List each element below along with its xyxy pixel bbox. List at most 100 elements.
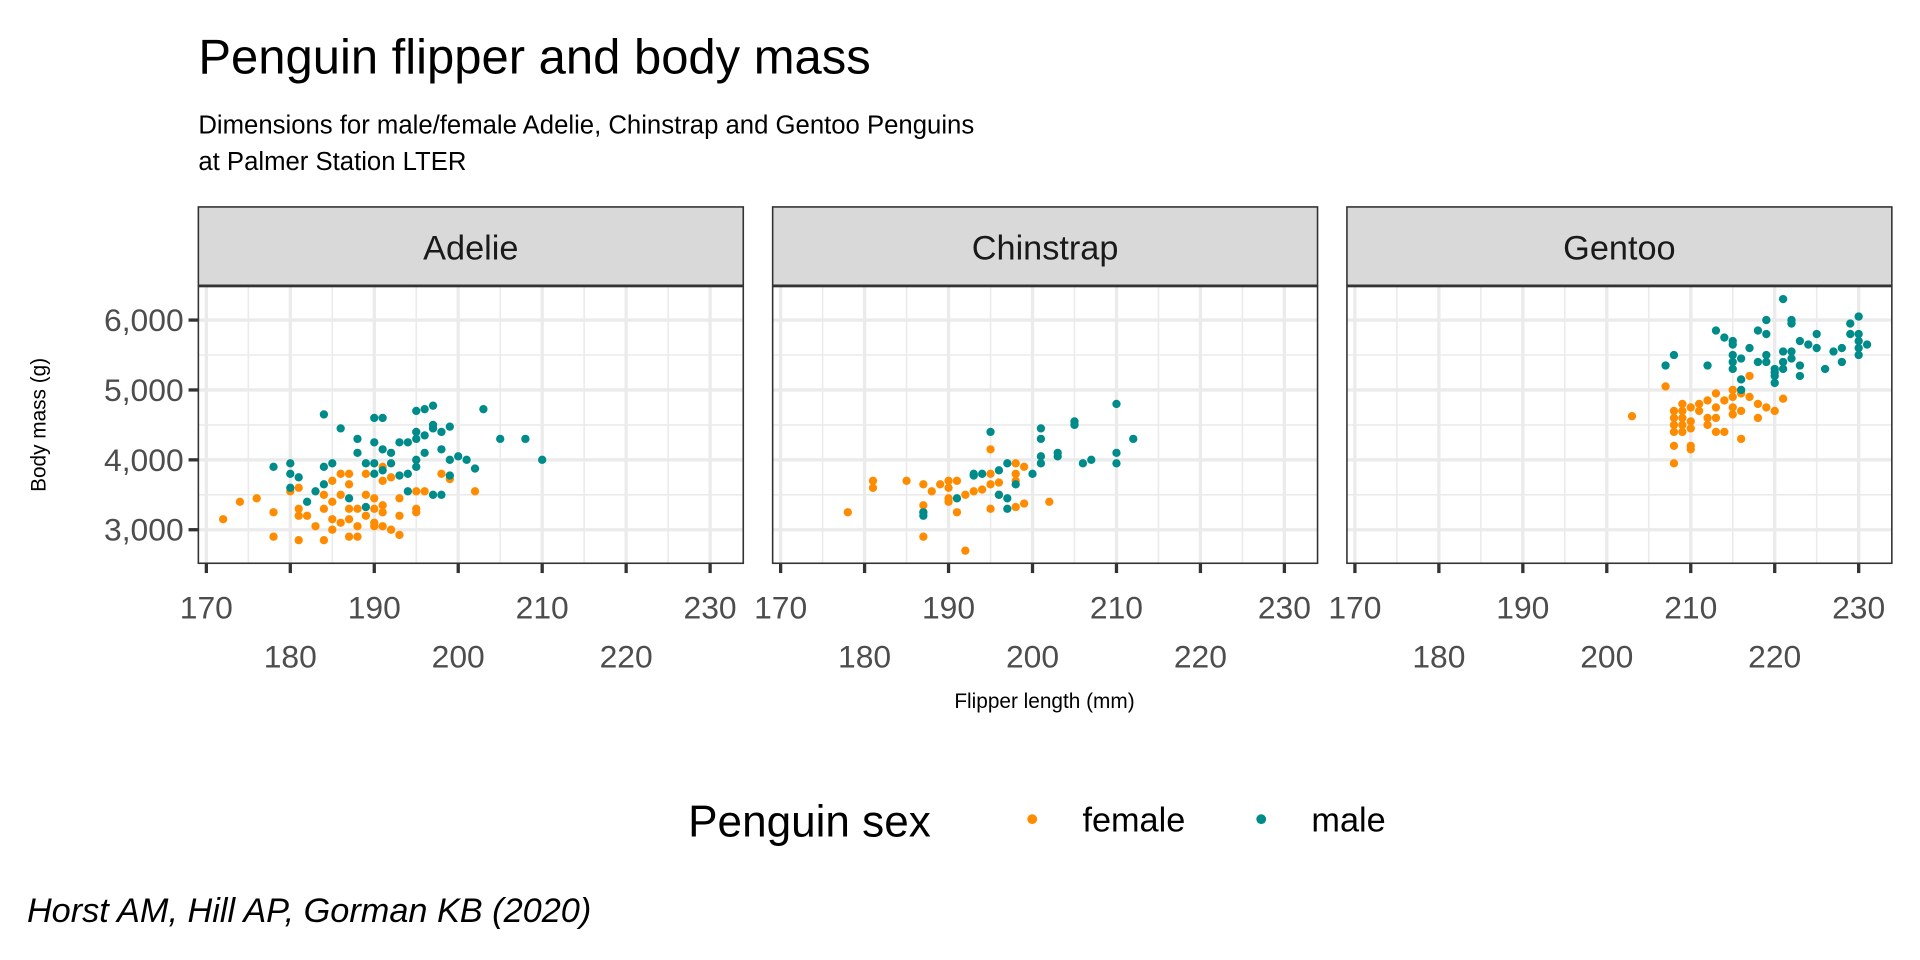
data-point-female — [1011, 459, 1020, 468]
data-point-female — [1011, 469, 1020, 478]
data-point-male — [1854, 312, 1863, 321]
data-point-female — [1669, 420, 1679, 430]
data-point-female — [328, 497, 337, 506]
data-point-male — [1036, 424, 1046, 433]
data-point-male — [344, 494, 354, 503]
data-point-female — [1686, 417, 1695, 426]
data-point-female — [1019, 499, 1029, 508]
data-point-male — [1753, 357, 1763, 367]
y-tick-label: 3,000 — [104, 512, 184, 548]
data-point-female — [370, 494, 379, 503]
data-point-female — [1711, 413, 1721, 423]
data-point-female — [952, 476, 962, 485]
data-point-male — [370, 438, 379, 447]
x-tick-label: 200 — [1580, 638, 1633, 674]
data-point-male — [1787, 319, 1796, 328]
data-point-male — [1762, 350, 1771, 360]
data-point-male — [319, 480, 329, 489]
data-point-male — [1036, 434, 1046, 444]
data-point-male — [1778, 364, 1788, 374]
data-point-male — [1669, 350, 1679, 360]
data-point-male — [1036, 452, 1046, 461]
data-point-female — [378, 522, 387, 531]
data-point-male — [969, 469, 978, 478]
data-point-male — [1846, 319, 1855, 328]
data-point-male — [1812, 329, 1821, 339]
facet-strip — [771, 206, 1319, 287]
data-point-male — [496, 434, 505, 444]
data-point-female — [353, 504, 362, 513]
data-point-female — [1678, 413, 1687, 423]
data-point-female — [386, 525, 396, 534]
data-point-male — [1129, 434, 1138, 444]
data-point-male — [395, 471, 404, 480]
data-point-male — [319, 462, 329, 471]
data-point-female — [1661, 382, 1670, 391]
data-point-male — [370, 413, 379, 423]
x-tick-label: 210 — [1090, 589, 1143, 625]
data-point-female — [1703, 396, 1712, 405]
data-point-male — [378, 466, 387, 475]
chart-subtitle-line-1: Dimensions for male/female Adelie, Chins… — [198, 111, 974, 139]
data-point-male — [1112, 459, 1121, 468]
x-tick-label: 190 — [1496, 589, 1549, 625]
data-point-female — [977, 485, 987, 494]
data-point-female — [1694, 406, 1704, 416]
data-point-male — [1804, 340, 1813, 349]
chart-title: Penguin flipper and body mass — [198, 30, 870, 84]
data-point-male — [1837, 357, 1847, 367]
data-point-male — [1003, 494, 1012, 503]
data-point-female — [378, 501, 387, 510]
data-point-male — [378, 413, 387, 423]
data-point-male — [1703, 361, 1712, 370]
data-point-female — [353, 532, 362, 541]
data-point-female — [311, 522, 320, 531]
panel-border — [1346, 285, 1893, 565]
data-point-female — [1669, 427, 1679, 437]
data-point-male — [311, 487, 320, 496]
chart-subtitle-line-2: at Palmer Station LTER — [198, 148, 466, 176]
data-point-male — [1011, 480, 1020, 489]
facet-strip — [197, 206, 745, 287]
data-point-male — [1003, 504, 1012, 513]
data-point-male — [428, 424, 438, 433]
data-point-male — [1778, 347, 1788, 356]
data-point-female — [353, 522, 362, 531]
data-point-female — [344, 469, 354, 478]
x-tick-label: 210 — [1664, 589, 1717, 625]
data-point-female — [868, 476, 878, 485]
data-point-female — [1736, 434, 1746, 444]
data-point-male — [1112, 399, 1121, 409]
data-point-male — [1820, 364, 1830, 374]
facet-panel-adelie: Adelie 170 180 190 200 210 220 230 3,000 4,000 5,0… — [104, 206, 745, 674]
data-point-female — [1045, 497, 1054, 506]
data-point-male — [403, 438, 413, 447]
data-point-female — [1686, 403, 1695, 412]
data-point-male — [269, 462, 278, 471]
data-point-female — [1770, 406, 1779, 416]
data-point-female — [1678, 420, 1687, 430]
data-point-male — [994, 490, 1004, 499]
data-point-male — [420, 431, 429, 440]
data-point-male — [445, 422, 454, 431]
data-point-male — [336, 424, 345, 433]
data-point-female — [235, 497, 245, 506]
data-point-female — [1728, 385, 1737, 395]
data-point-female — [1678, 427, 1687, 437]
data-point-female — [919, 501, 928, 510]
data-point-male — [1795, 336, 1805, 346]
data-point-female — [370, 522, 379, 531]
data-point-male — [412, 406, 421, 416]
facet-strip — [1346, 206, 1893, 287]
data-point-female — [412, 508, 421, 517]
x-tick-label: 190 — [922, 589, 975, 625]
data-point-female — [218, 515, 228, 524]
data-point-female — [1703, 420, 1712, 430]
data-point-female — [294, 504, 303, 513]
data-point-female — [919, 480, 928, 489]
x-tick-label: 170 — [180, 589, 233, 625]
facet-strip-label: Chinstrap — [972, 230, 1119, 268]
data-point-male — [538, 455, 547, 465]
facet-panel-gentoo: Gentoo 170 180 190 200 210 220 230 — [1328, 206, 1893, 674]
